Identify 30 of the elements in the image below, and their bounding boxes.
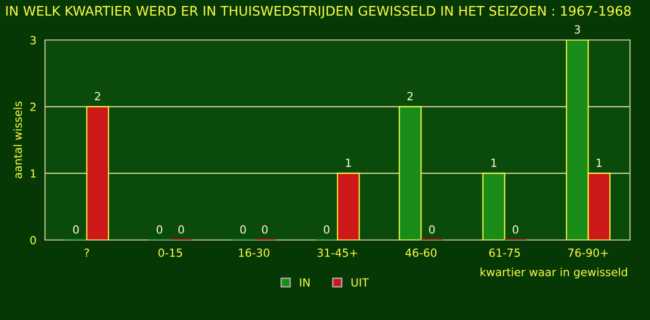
x-tick-label: 16-30 — [239, 248, 270, 257]
data-label: 1 — [491, 158, 496, 167]
legend-label: IN — [300, 278, 310, 286]
y-tick-label: 2 — [30, 102, 36, 111]
x-tick-label: 0-15 — [158, 248, 182, 257]
data-label: 0 — [178, 225, 184, 234]
data-label: 2 — [94, 92, 100, 100]
y-axis-title: aantal wissels — [13, 102, 22, 178]
y-tick-label: 1 — [30, 169, 36, 178]
data-label: 2 — [407, 92, 413, 100]
legend-label: UIT — [352, 278, 369, 287]
x-tick-label: 31-45+ — [318, 248, 358, 257]
x-axis-title: kwartier waar in gewisseld — [480, 268, 627, 278]
y-tick-label: 0 — [30, 236, 36, 244]
data-label: 0 — [324, 225, 330, 234]
data-label: 3 — [574, 25, 580, 34]
chart-title: IN WELK KWARTIER WERD ER IN THUISWEDSTRIJDEN GEWISSELD IN HET SEIZOEN : 1967-1968 — [6, 6, 631, 18]
y-tick-label: 3 — [30, 36, 36, 44]
data-label: 1 — [346, 158, 351, 167]
data-label: 0 — [262, 225, 268, 234]
data-label: 0 — [240, 225, 246, 234]
x-tick-label: 46-60 — [405, 248, 436, 257]
data-label: 1 — [596, 158, 602, 167]
data-label: 0 — [512, 225, 518, 234]
data-label: 0 — [429, 225, 435, 234]
data-label: 0 — [156, 225, 162, 234]
data-label: 0 — [73, 225, 79, 234]
x-tick-label: 76-90+ — [568, 248, 608, 257]
x-tick-label: 61-75 — [489, 248, 520, 257]
x-tick-label: ? — [84, 248, 89, 257]
